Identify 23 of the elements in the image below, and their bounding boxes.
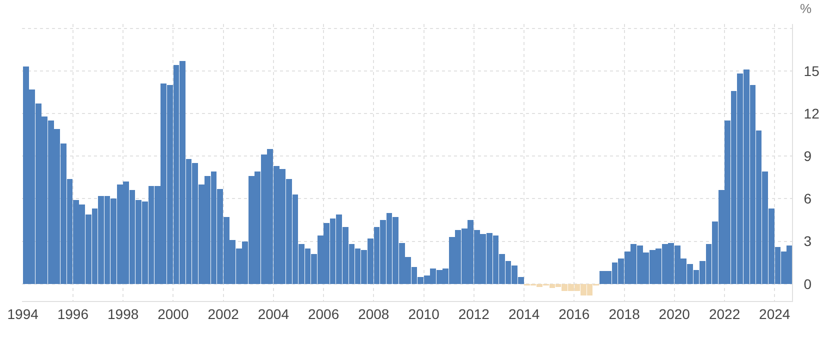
x-tick-label: 2022 (708, 306, 740, 322)
x-tick-label: 1996 (57, 306, 89, 322)
y-tick-label: 12 (804, 105, 820, 122)
x-tick-label: 2006 (308, 306, 340, 322)
x-tick-label: 2012 (458, 306, 490, 322)
y-tick-label: 9 (804, 148, 812, 164)
x-tick-label: 2002 (208, 306, 240, 322)
y-tick-label: 15 (804, 62, 820, 79)
y-tick-label: 3 (804, 233, 812, 250)
x-tick-label: 2024 (759, 306, 790, 322)
y-axis-title: % (800, 1, 812, 16)
x-tick-label: 2008 (358, 306, 390, 322)
x-tick-label: 2020 (658, 306, 690, 322)
x-tick-label: 2018 (608, 306, 640, 322)
x-tick-label: 2004 (258, 306, 290, 322)
x-tick-label: 2010 (408, 306, 440, 322)
x-tick-label: 2014 (508, 306, 540, 322)
x-tick-label: 2016 (558, 306, 590, 322)
x-tick-label: 2000 (158, 306, 189, 322)
y-tick-label: 0 (804, 276, 812, 292)
y-tick-label: 6 (804, 190, 812, 207)
x-tick-label: 1998 (107, 306, 139, 322)
x-tick-label: 1994 (7, 306, 39, 322)
